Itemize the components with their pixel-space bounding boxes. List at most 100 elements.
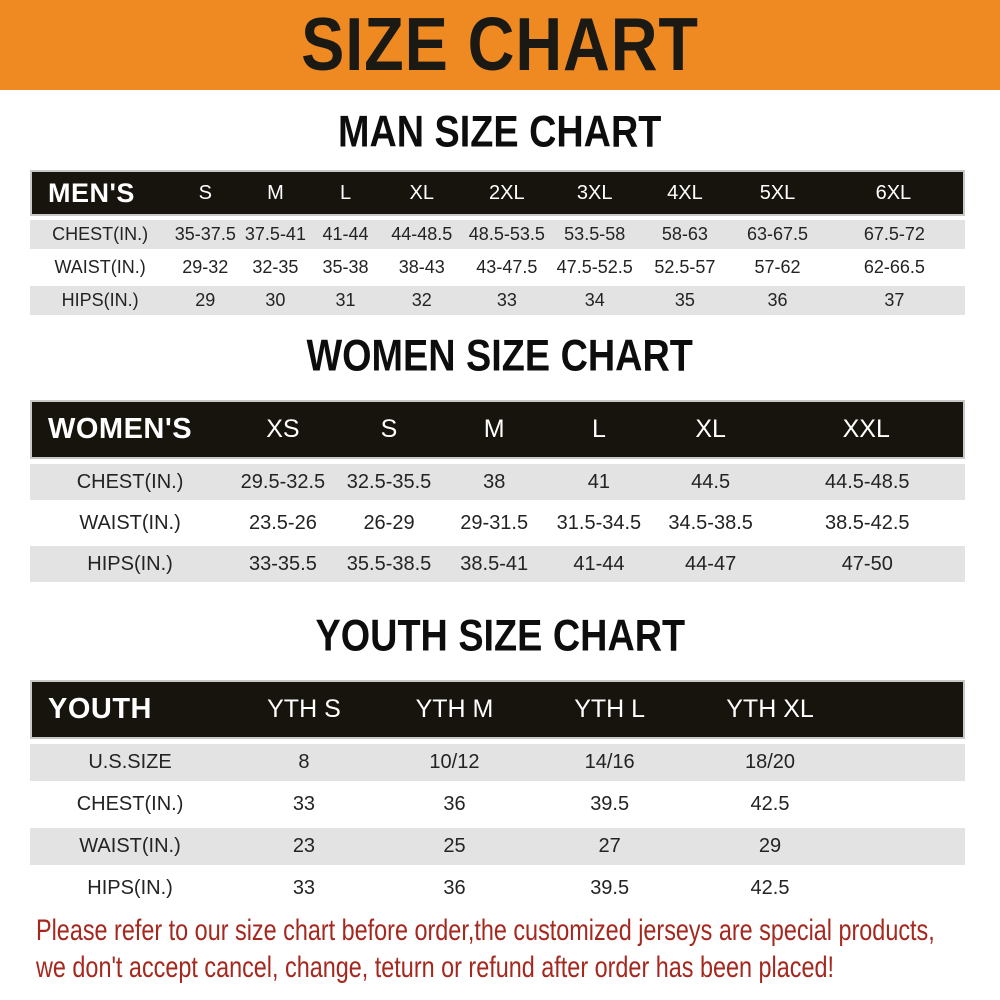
size-value-cell: 23 (230, 828, 378, 865)
size-value-cell: 27 (531, 828, 689, 865)
table-row: HIPS(IN.) 29 30 31 32 33 34 35 36 37 (30, 286, 965, 315)
size-value-cell: 43-47.5 (462, 253, 551, 282)
column-header: YTH XL (688, 680, 852, 739)
size-value-cell: 33 (462, 286, 551, 315)
men-header-row: MEN'S S M L XL 2XL 3XL 4XL 5XL 6XL (30, 170, 965, 216)
youth-table-label: YOUTH (30, 680, 231, 739)
size-value-cell: 36 (377, 786, 532, 823)
banner: SIZE CHART (0, 0, 1000, 90)
spacer-cell (851, 744, 965, 781)
size-value-cell: 38.5-41 (442, 546, 547, 582)
banner-title: SIZE CHART (301, 3, 699, 88)
column-header: YTH M (377, 680, 532, 739)
table-row: HIPS(IN.) 33-35.5 35.5-38.5 38.5-41 41-4… (30, 546, 965, 582)
size-value-cell: 29 (170, 286, 241, 315)
row-label: WAIST(IN.) (30, 505, 231, 541)
size-value-cell: 41-44 (310, 220, 381, 249)
spacer-cell (851, 828, 965, 865)
size-value-cell: 23.5-26 (230, 505, 336, 541)
size-value-cell: 33 (230, 786, 378, 823)
size-value-cell: 29 (688, 828, 852, 865)
size-value-cell: 18/20 (688, 744, 852, 781)
column-header: XL (651, 400, 770, 459)
man-size-chart-title-text: MAN SIZE CHART (338, 106, 662, 157)
size-value-cell: 44.5-48.5 (769, 464, 965, 500)
size-value-cell: 42.5 (688, 786, 852, 823)
size-value-cell: 41-44 (546, 546, 652, 582)
column-header: 6XL (823, 170, 965, 216)
size-value-cell: 62-66.5 (823, 253, 965, 282)
size-value-cell: 42.5 (688, 870, 852, 907)
women-table-label: WOMEN'S (30, 400, 231, 459)
table-row: WAIST(IN.) 23.5-26 26-29 29-31.5 31.5-34… (30, 505, 965, 541)
size-value-cell: 48.5-53.5 (462, 220, 551, 249)
column-header: YTH S (230, 680, 378, 739)
size-value-cell: 26-29 (335, 505, 443, 541)
size-value-cell: 32 (380, 286, 463, 315)
size-value-cell: 41 (546, 464, 652, 500)
size-value-cell: 38-43 (380, 253, 463, 282)
size-value-cell: 29.5-32.5 (230, 464, 336, 500)
men-table-label: MEN'S (30, 170, 171, 216)
table-row: U.S.SIZE 8 10/12 14/16 18/20 (30, 744, 965, 781)
row-label: WAIST(IN.) (30, 253, 171, 282)
men-size-table: MEN'S S M L XL 2XL 3XL 4XL 5XL 6XL CHEST… (30, 166, 965, 319)
size-value-cell: 14/16 (531, 744, 689, 781)
size-value-cell: 34 (550, 286, 639, 315)
row-label: HIPS(IN.) (30, 546, 231, 582)
table-row: CHEST(IN.) 29.5-32.5 32.5-35.5 38 41 44.… (30, 464, 965, 500)
size-value-cell: 29-32 (170, 253, 241, 282)
size-value-cell: 35-38 (310, 253, 381, 282)
size-value-cell: 30 (240, 286, 311, 315)
women-size-chart-title-text: WOMEN SIZE CHART (306, 330, 694, 381)
size-value-cell: 37 (823, 286, 965, 315)
column-header: 3XL (550, 170, 639, 216)
column-header: L (310, 170, 381, 216)
size-value-cell: 53.5-58 (550, 220, 639, 249)
size-value-cell: 29-31.5 (442, 505, 547, 541)
table-row: WAIST(IN.) 23 25 27 29 (30, 828, 965, 865)
size-value-cell: 31 (310, 286, 381, 315)
women-header-row: WOMEN'S XS S M L XL XXL (30, 400, 965, 459)
row-label: CHEST(IN.) (30, 464, 231, 500)
size-value-cell: 8 (230, 744, 378, 781)
size-value-cell: 36 (731, 286, 824, 315)
column-header: M (442, 400, 547, 459)
size-value-cell: 32.5-35.5 (335, 464, 443, 500)
size-value-cell: 44-47 (651, 546, 770, 582)
notice-line-1: Please refer to our size chart before or… (36, 914, 935, 947)
size-value-cell: 63-67.5 (731, 220, 824, 249)
size-value-cell: 47-50 (769, 546, 965, 582)
column-header: XL (380, 170, 463, 216)
column-header: S (335, 400, 443, 459)
column-header: XXL (769, 400, 965, 459)
column-header: 5XL (731, 170, 824, 216)
women-size-table: WOMEN'S XS S M L XL XXL CHEST(IN.) 29.5-… (30, 395, 965, 587)
row-label: U.S.SIZE (30, 744, 231, 781)
women-size-chart-title: WOMEN SIZE CHART (0, 330, 1000, 381)
size-value-cell: 47.5-52.5 (550, 253, 639, 282)
size-value-cell: 58-63 (638, 220, 732, 249)
size-value-cell: 37.5-41 (240, 220, 311, 249)
spacer-cell (851, 786, 965, 823)
youth-header-row: YOUTH YTH S YTH M YTH L YTH XL (30, 680, 965, 739)
size-value-cell: 38 (442, 464, 547, 500)
row-label: CHEST(IN.) (30, 786, 231, 823)
column-header: L (546, 400, 652, 459)
column-header: YTH L (531, 680, 689, 739)
column-header: S (170, 170, 241, 216)
table-row: HIPS(IN.) 33 36 39.5 42.5 (30, 870, 965, 907)
table-row: WAIST(IN.) 29-32 32-35 35-38 38-43 43-47… (30, 253, 965, 282)
youth-size-table: YOUTH YTH S YTH M YTH L YTH XL U.S.SIZE … (30, 675, 965, 912)
column-header: 2XL (462, 170, 551, 216)
size-value-cell: 33-35.5 (230, 546, 336, 582)
size-value-cell: 35-37.5 (170, 220, 241, 249)
column-header: XS (230, 400, 336, 459)
size-value-cell: 25 (377, 828, 532, 865)
size-value-cell: 67.5-72 (823, 220, 965, 249)
column-header: M (240, 170, 311, 216)
notice-text: Please refer to our size chart before or… (36, 912, 996, 986)
row-label: CHEST(IN.) (30, 220, 171, 249)
youth-size-chart-title-text: YOUTH SIZE CHART (315, 610, 685, 661)
